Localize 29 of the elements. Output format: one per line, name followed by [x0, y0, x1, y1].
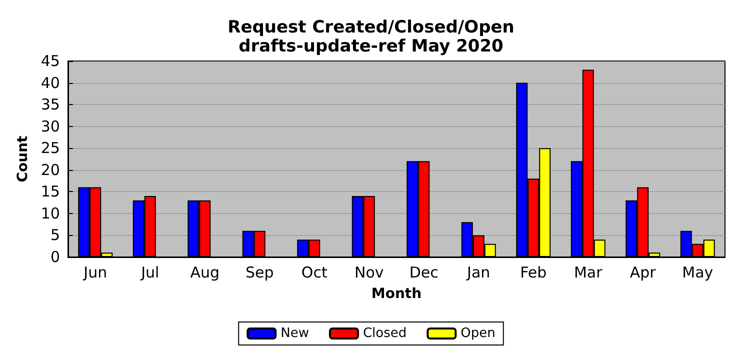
y-tick-label: 25 — [40, 139, 60, 158]
y-tick-label: 45 — [40, 52, 60, 70]
x-tick-label: Sep — [245, 264, 274, 282]
y-tick-label: 5 — [50, 226, 60, 244]
y-axis-title: Count — [15, 135, 31, 182]
x-tick-label: Mar — [574, 264, 604, 282]
legend-label: Closed — [362, 326, 407, 341]
y-tick-label: 20 — [40, 160, 60, 179]
y-tick-label: 35 — [40, 96, 60, 114]
y-tick-label: 0 — [50, 248, 60, 266]
y-tick-label: 10 — [40, 204, 60, 222]
x-tick-label: Nov — [354, 264, 384, 282]
x-tick-label: Jun — [82, 264, 108, 282]
y-tick-label: 30 — [40, 117, 60, 136]
x-tick-label: May — [682, 264, 714, 282]
x-tick-label: Jul — [140, 264, 160, 282]
y-tick-label: 15 — [40, 182, 60, 201]
y-tick-label: 40 — [40, 74, 60, 92]
x-tick-label: Feb — [520, 264, 547, 282]
x-tick-label: Aug — [190, 264, 220, 282]
chart-title: Request Created/Closed/Open — [228, 18, 514, 38]
x-tick-label: Apr — [630, 264, 657, 282]
legend-label: New — [280, 326, 310, 341]
x-tick-label: Dec — [409, 264, 438, 282]
x-axis-title: Month — [371, 286, 422, 302]
x-tick-label: Oct — [301, 264, 328, 282]
legend-label: Open — [460, 326, 496, 341]
x-tick-label: Jan — [466, 264, 490, 282]
chart-subtitle: drafts-update-ref May 2020 — [238, 36, 504, 56]
